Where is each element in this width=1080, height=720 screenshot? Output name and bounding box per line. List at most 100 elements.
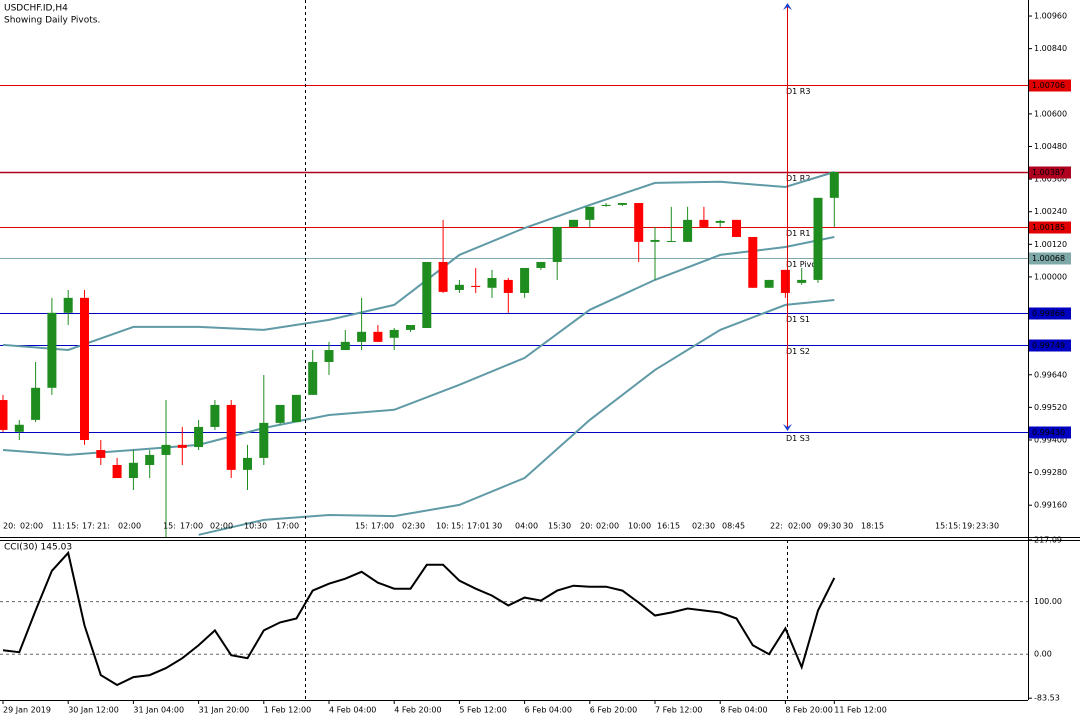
y-tick-label: 1.00360 (1034, 175, 1067, 184)
session-label: 17:00 (180, 522, 203, 531)
session-label: 02:00 (596, 522, 619, 531)
candle-body (601, 204, 611, 206)
candle-body (715, 220, 725, 223)
y-tick-label: 0.99520 (1034, 403, 1067, 412)
candle-body (634, 203, 644, 242)
candle-body (177, 444, 187, 448)
candle-body (487, 278, 497, 288)
session-label: 17:01 (467, 522, 490, 531)
chart-subtitle: Showing Daily Pivots. (4, 16, 100, 26)
y-tick-label: 1.00840 (1034, 44, 1067, 53)
x-tick-label: 29 Jan 2019 (3, 706, 51, 715)
cci-pane (0, 550, 1028, 687)
y-tick-label: 217.09 (1034, 535, 1062, 544)
session-label: 02:00 (788, 522, 811, 531)
x-tick-label: 31 Jan 04:00 (133, 706, 184, 715)
candle-body (31, 387, 41, 420)
chart-title: USDCHF.ID,H4 (4, 4, 68, 14)
session-label: 15: (948, 522, 961, 531)
price-tag (1029, 307, 1071, 320)
session-label: 02:00 (118, 522, 141, 531)
candle-body (373, 331, 383, 342)
candle-body (47, 312, 57, 388)
price-tag-label: 1.00706 (1032, 81, 1065, 90)
candle-body (617, 203, 627, 205)
session-label: 20: (580, 522, 593, 531)
candle-body (308, 361, 318, 395)
arrow-icon (783, 424, 792, 431)
session-label: 02:00 (20, 522, 43, 531)
candle-body (389, 329, 399, 338)
pivot-name: D1 S2 (786, 347, 810, 356)
pivot-name: D1 S3 (786, 434, 810, 443)
session-label: 17: (82, 522, 95, 531)
session-label: 15:30 (548, 522, 571, 531)
y-tick-label: 0.99280 (1034, 468, 1067, 477)
candle-body (438, 261, 448, 292)
y-tick-label: 0.99400 (1034, 435, 1067, 444)
candle-body (259, 422, 269, 458)
candle-body (112, 464, 122, 479)
x-tick-label: 31 Jan 20:00 (199, 706, 250, 715)
candle-body (275, 404, 285, 423)
session-label: 09:30 (818, 522, 841, 531)
y-tick-label: 100.00 (1034, 597, 1062, 606)
session-label: 15: (355, 522, 368, 531)
y-tick-label: -83.53 (1034, 694, 1060, 703)
candle-body (650, 239, 660, 242)
price-tag-label: 0.99866 (1032, 309, 1065, 318)
session-label: 10:00 (628, 522, 651, 531)
candle-body (585, 206, 595, 220)
candle-body (666, 241, 676, 243)
candle-body (80, 297, 89, 440)
session-label: 20: (3, 522, 16, 531)
session-label: 18:15 (861, 522, 884, 531)
session-label: 15: (163, 522, 176, 531)
candle-body (324, 350, 334, 362)
price-tag-label: 1.00387 (1032, 168, 1065, 177)
session-label: 10: (436, 522, 449, 531)
price-tag-label: 1.00185 (1032, 223, 1065, 232)
candle-body (780, 269, 790, 293)
x-tick-label: 6 Feb 20:00 (590, 706, 637, 715)
candle-body (243, 457, 252, 470)
session-label: 15: (451, 522, 464, 531)
candle-body (454, 284, 464, 290)
session-label: 15: (935, 522, 948, 531)
candle-body (552, 226, 562, 262)
candle-body (764, 279, 774, 288)
candle-body (569, 219, 578, 227)
x-tick-label: 6 Feb 04:00 (525, 706, 572, 715)
pivot-name: D1 R1 (786, 229, 810, 238)
y-tick-label: 0.99640 (1034, 370, 1067, 379)
y-tick-label: 1.00960 (1034, 12, 1067, 21)
price-tag (1029, 339, 1071, 352)
session-label: 30 (492, 522, 502, 531)
price-tag (1029, 426, 1071, 439)
price-pane: D1 R3 D1 R2 D1 R1 D1 Pivot D1 S1 D1 S2 D1 S3 (0, 85, 1028, 537)
session-label: 19: (962, 522, 975, 531)
x-tick-label: 7 Feb 12:00 (655, 706, 702, 715)
candle-body (96, 450, 106, 458)
candle-body (683, 219, 693, 242)
session-label: 11: (52, 522, 65, 531)
candle-body (797, 279, 807, 283)
candle-body (732, 219, 741, 237)
x-tick-label: 5 Feb 12:00 (459, 706, 506, 715)
candle-body (503, 279, 513, 293)
candle-body (145, 454, 155, 465)
y-tick-label: 0.99160 (1034, 501, 1067, 510)
y-tick-label: 1.00600 (1034, 109, 1067, 118)
session-label: 30 (843, 522, 853, 531)
price-tag (1029, 252, 1071, 265)
candle-body (14, 424, 24, 432)
candle-body (520, 267, 530, 293)
session-label: 15: (66, 522, 79, 531)
candle-body (340, 341, 350, 351)
bollinger-band (198, 299, 835, 536)
x-tick-label: 4 Feb 04:00 (329, 706, 376, 715)
session-label: 17:00 (276, 522, 299, 531)
candle-body (471, 285, 481, 287)
